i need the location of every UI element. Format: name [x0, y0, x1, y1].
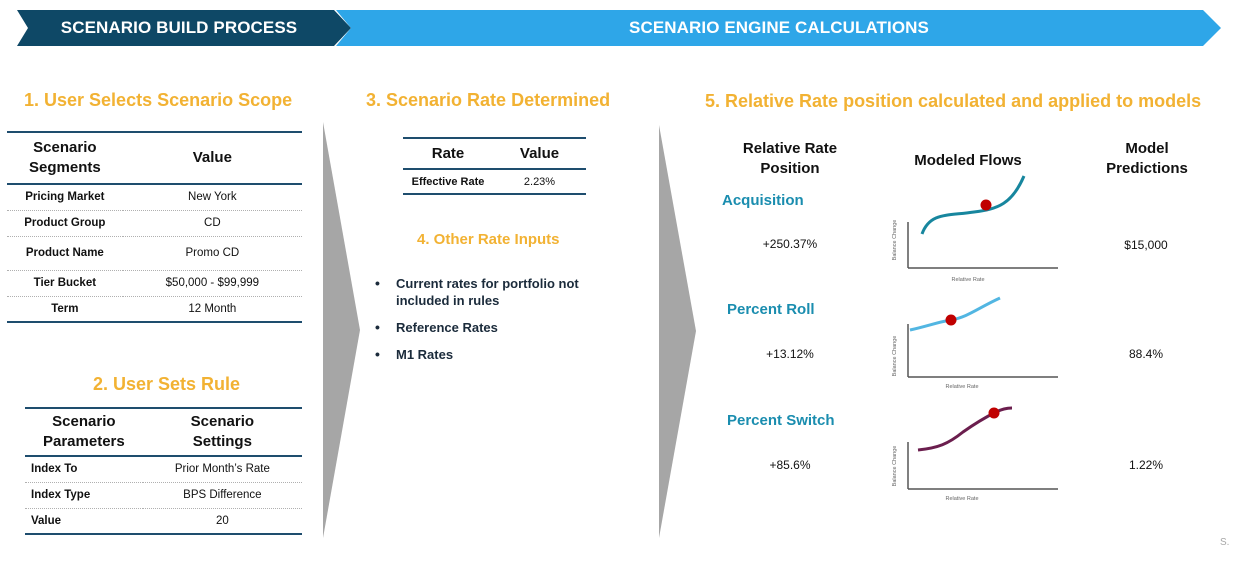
model-prediction-value: 1.22%: [1128, 458, 1164, 472]
table-row: Pricing Market New York: [7, 184, 302, 211]
row-value: 12 Month: [122, 296, 302, 323]
table-row: Product Group CD: [7, 210, 302, 237]
build-banner-shape: [17, 10, 351, 46]
row-value: $50,000 - $99,999: [122, 270, 302, 297]
relative-rate-value: +250.37%: [762, 237, 818, 251]
s-curve-steep-icon: Relative Rate Balance Change: [892, 175, 1058, 283]
flow-curve: [909, 296, 1001, 332]
row-label: Tier Bucket: [7, 270, 123, 297]
relative-rate-value: +13.12%: [766, 347, 814, 361]
scenario-rule-table: Scenario Parameters Scenario Settings In…: [25, 407, 302, 535]
step4-title: 4. Other Rate Inputs: [417, 231, 560, 248]
engine-calculations-banner: SCENARIO ENGINE CALCULATIONS: [336, 10, 1222, 46]
flow-curve: [920, 175, 1026, 235]
mini-y-label: Balance Change: [892, 446, 898, 487]
other-rate-inputs-list: Current rates for portfolio not included…: [375, 275, 615, 373]
list-item: M1 Rates: [375, 346, 615, 363]
step3-title: 3. Scenario Rate Determined: [366, 90, 611, 110]
table-row: Index To Prior Month’s Rate: [25, 456, 302, 483]
scenario-scope-table: Scenario Segments Value Pricing Market Ne…: [7, 131, 302, 323]
flow-name-percent-roll: Percent Roll: [727, 301, 815, 318]
row-value: New York: [122, 184, 302, 211]
engine-banner-shape: [336, 10, 1221, 46]
model-predictions-header: Model Predictions: [1106, 140, 1188, 177]
model-prediction-value: $15,000: [1124, 238, 1168, 252]
table-header-row: Scenario Segments Value: [7, 132, 302, 184]
row-label: Product Name: [7, 236, 123, 271]
step1-title: 1. User Selects Scenario Scope: [24, 90, 293, 110]
row-label: Value: [25, 508, 143, 535]
header-scenario-settings: Scenario Settings: [190, 413, 255, 450]
row-value: Promo CD: [122, 236, 302, 271]
mini-x-label: Relative Rate: [945, 384, 978, 390]
chevron-shape: [323, 122, 360, 538]
engine-banner-label: SCENARIO ENGINE CALCULATIONS: [629, 18, 929, 37]
build-process-banner: SCENARIO BUILD PROCESS: [17, 10, 353, 46]
row-value: 2.23%: [493, 169, 586, 195]
chevron-arrow-icon: [323, 122, 360, 538]
list-item: Current rates for portfolio not included…: [375, 275, 615, 309]
table-row: Effective Rate 2.23%: [403, 169, 586, 195]
row-value: CD: [122, 210, 302, 237]
corner-mark: S.: [1220, 537, 1230, 548]
row-label: Index Type: [25, 482, 143, 509]
rate-position-marker: [945, 314, 957, 326]
mini-y-label: Balance Change: [892, 220, 898, 261]
row-label: Effective Rate: [403, 169, 493, 195]
row-label: Index To: [25, 456, 143, 483]
flow-name-acquisition: Acquisition: [722, 192, 804, 209]
relative-rate-position-header: Relative Rate Position: [742, 140, 838, 177]
row-value: 20: [142, 508, 302, 535]
header-value: Value: [192, 149, 232, 166]
s-curve-rising-icon: Relative Rate Balance Change: [892, 296, 1058, 390]
s-curve-gentle-icon: Relative Rate Balance Change: [892, 406, 1058, 502]
build-banner-label: SCENARIO BUILD PROCESS: [60, 18, 298, 37]
rate-position-marker: [988, 407, 1000, 419]
header-rate: Rate: [431, 144, 465, 162]
row-label: Pricing Market: [7, 184, 123, 211]
table-row: Index Type BPS Difference: [25, 482, 302, 509]
step2-title: 2. User Sets Rule: [93, 374, 241, 394]
rate-position-marker: [980, 199, 992, 211]
modeled-flows-header: Modeled Flows: [914, 152, 1022, 169]
table-header-row: Scenario Parameters Scenario Settings: [25, 408, 302, 456]
table-row: Tier Bucket $50,000 - $99,999: [7, 270, 302, 297]
relative-rate-value: +85.6%: [769, 458, 811, 472]
flow-curve: [917, 406, 1013, 452]
row-label: Term: [7, 296, 123, 323]
mini-x-label: Relative Rate: [945, 496, 978, 502]
list-item: Reference Rates: [375, 319, 615, 336]
scenario-rate-table: Rate Value Effective Rate 2.23%: [403, 137, 586, 195]
row-value: BPS Difference: [142, 482, 302, 509]
chevron-arrow-icon: [659, 125, 696, 538]
header-scenario-segments: Scenario Segments: [29, 139, 101, 176]
header-scenario-parameters: Scenario Parameters: [43, 413, 125, 450]
mini-y-label: Balance Change: [892, 336, 898, 377]
flow-name-percent-switch: Percent Switch: [727, 412, 835, 429]
row-label: Product Group: [7, 210, 123, 237]
step5-title: 5. Relative Rate position calculated and…: [705, 91, 1202, 111]
header-value: Value: [519, 144, 560, 162]
row-value: Prior Month’s Rate: [142, 456, 302, 483]
table-row: Value 20: [25, 508, 302, 535]
model-prediction-value: 88.4%: [1128, 347, 1164, 361]
table-row: Term 12 Month: [7, 296, 302, 323]
table-row: Product Name Promo CD: [7, 236, 302, 271]
chevron-shape: [659, 125, 696, 538]
mini-x-label: Relative Rate: [951, 277, 984, 283]
table-header-row: Rate Value: [403, 138, 586, 169]
